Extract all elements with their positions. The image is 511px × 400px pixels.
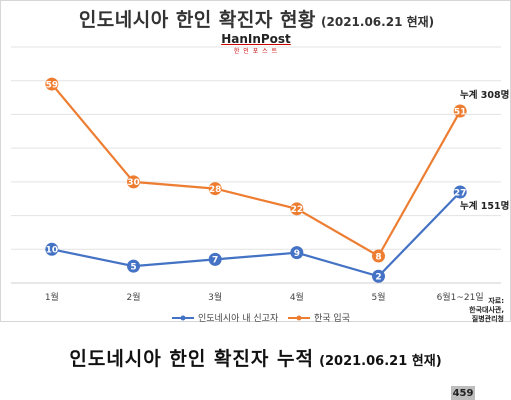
logo-name: HanInPost — [221, 32, 291, 46]
series-lines — [50, 83, 462, 278]
data-label: 8 — [375, 252, 381, 262]
x-tick-label: 2월 — [126, 291, 140, 303]
x-tick-label: 3월 — [208, 291, 222, 303]
logo-tagline: 한 인 포 스 트 — [233, 48, 279, 55]
legend-label: 인도네시아 내 신고자 — [198, 313, 279, 323]
chart2-title-main: 인도네시아 한인 확진자 누적 — [69, 348, 314, 370]
annotation-cumulative-indonesia: 누계 151명 — [460, 200, 509, 212]
legend: 인도네시아 내 신고자 한국 입국 — [172, 312, 350, 323]
data-point — [127, 259, 140, 273]
cumulative-bar-label: 459 — [452, 388, 474, 399]
line-chart: 1월 2월 3월 4월 5월 6월1~21일 10 5 7 9 2 27 59 30 28 22 8 51 누계… — [11, 46, 509, 323]
haninpost-logo: HanInPost 한 인 포 스 트 — [211, 32, 301, 55]
data-label: 51 — [454, 107, 467, 117]
data-label: 5 — [130, 262, 136, 272]
chart2-title: 인도네시아 한인 확진자 누적 (2021.06.21 현재) — [0, 344, 511, 371]
source-note: 자료: 한국대사관, 질병관리청 — [469, 297, 504, 324]
chart-title-date: (2021.06.21 현재) — [321, 15, 435, 29]
data-point — [290, 246, 304, 260]
chart-title: 인도네시아 한인 확진자 현황 (2021.06.21 현재) — [1, 5, 511, 32]
data-label: 59 — [46, 80, 59, 90]
data-point — [208, 252, 222, 266]
chart-panel: 인도네시아 한인 확진자 현황 (2021.06.21 현재) HanInPos… — [0, 0, 511, 324]
data-label: 7 — [212, 256, 218, 266]
series-line-1 — [51, 191, 461, 278]
x-tick-label: 5월 — [371, 291, 385, 303]
data-point — [290, 202, 304, 216]
data-label: 28 — [209, 185, 222, 195]
source-kdca: 질병관리청 — [471, 315, 504, 323]
legend-marker — [296, 315, 302, 321]
data-label: 22 — [291, 205, 304, 215]
gridlines — [11, 46, 501, 284]
data-label: 9 — [294, 249, 300, 259]
series-line-2 — [50, 83, 462, 258]
source-embassy: 한국대사관, — [469, 306, 504, 314]
data-point — [45, 77, 59, 91]
legend-marker — [180, 315, 186, 321]
x-tick-label: 6월1~21일 — [437, 291, 484, 303]
data-point — [45, 242, 59, 256]
data-point — [372, 249, 385, 263]
cumulative-bar — [451, 386, 475, 400]
x-tick-label: 4월 — [290, 291, 304, 303]
data-points: 10 5 7 9 2 27 59 30 28 22 8 51 — [45, 77, 467, 283]
source-label: 자료: — [488, 297, 504, 305]
annotation-cumulative-korea: 누계 308명 — [460, 89, 509, 101]
legend-label: 한국 입국 — [314, 312, 350, 323]
data-label: 2 — [375, 273, 381, 283]
data-label: 10 — [46, 246, 59, 256]
data-point — [453, 185, 467, 199]
data-label: 27 — [454, 188, 467, 198]
data-point — [372, 269, 385, 283]
x-tick-label: 1월 — [45, 291, 59, 303]
data-label: 30 — [127, 178, 140, 188]
chart2-title-date: (2021.06.21 현재) — [319, 354, 442, 369]
x-axis-labels: 1월 2월 3월 4월 5월 6월1~21일 — [45, 291, 484, 303]
data-point — [208, 182, 222, 196]
data-point — [453, 104, 467, 118]
data-point — [127, 175, 140, 189]
chart-title-main: 인도네시아 한인 확진자 현황 — [78, 9, 316, 31]
